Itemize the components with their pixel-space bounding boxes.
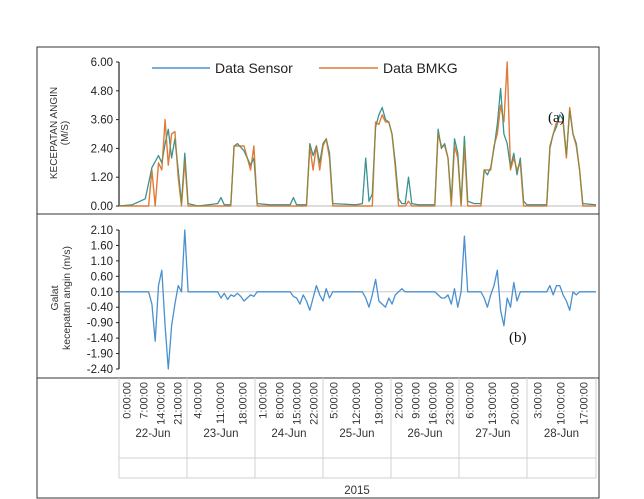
x-tick-label: 15:00:00 bbox=[292, 382, 304, 425]
x-tick-label: 8:00:00 bbox=[275, 382, 287, 419]
x-tick-label: 11:00:00 bbox=[215, 382, 227, 424]
y-tick-label-a: 2.40 bbox=[91, 143, 113, 155]
x-day-label: 24-Jun bbox=[271, 428, 306, 440]
x-tick-label: 16:00:00 bbox=[428, 382, 440, 425]
x-tick-label: 23:00:00 bbox=[445, 382, 457, 425]
x-tick-label: 7:00:00 bbox=[139, 382, 151, 419]
y-axis-title-a-line1: KECEPATAN ANGIN bbox=[49, 87, 60, 179]
x-day-label: 22-Jun bbox=[135, 428, 170, 440]
x-day-label: 27-Jun bbox=[475, 428, 510, 440]
y-tick-label-b: 0.60 bbox=[91, 271, 113, 283]
legend-item: Data Sensor bbox=[152, 60, 293, 76]
legend: Data Sensor Data BMKG bbox=[152, 60, 458, 76]
x-day-label: 25-Jun bbox=[339, 428, 374, 440]
x-tick-label: 13:00:00 bbox=[487, 382, 499, 425]
x-tick-label: 12:00:00 bbox=[351, 382, 363, 425]
y-tick-label-a: 0.00 bbox=[91, 201, 113, 213]
y-tick-label-a: 3.60 bbox=[91, 115, 113, 127]
x-tick-label: 6:00:00 bbox=[464, 382, 476, 419]
x-year-label: 2015 bbox=[344, 485, 370, 497]
y-tick-label-a: 6.00 bbox=[91, 57, 113, 69]
y-tick-label-a: 4.80 bbox=[91, 86, 113, 98]
y-tick-label-b: 0.10 bbox=[91, 287, 113, 299]
x-tick-label: 9:00:00 bbox=[411, 382, 423, 419]
y-axis-title-b-line1: Galat bbox=[49, 285, 61, 310]
plot-area-b bbox=[119, 229, 596, 370]
y-tick-label-b: -1.40 bbox=[87, 333, 113, 345]
x-tick-label: 14:00:00 bbox=[156, 382, 168, 425]
y-tick-label-b: -1.90 bbox=[87, 349, 113, 361]
chart-panel-a: 6.004.803.602.401.200.00 Data Sensor Data… bbox=[49, 57, 597, 213]
y-tick-label-b: 1.60 bbox=[91, 240, 113, 252]
x-tick-label: 1:00:00 bbox=[258, 382, 270, 419]
y-tick-label-a: 1.20 bbox=[91, 172, 113, 184]
series-overlap-line bbox=[118, 88, 597, 207]
x-day-label: 23-Jun bbox=[203, 428, 238, 440]
legend-item: Data BMKG bbox=[319, 60, 458, 76]
y-tick-label-b: 2.10 bbox=[91, 225, 113, 237]
y-tick-label-b: -0.40 bbox=[87, 302, 113, 314]
x-tick-label: 19:00:00 bbox=[374, 382, 386, 425]
legend-label: Data BMKG bbox=[383, 60, 458, 76]
legend-label: Data Sensor bbox=[215, 60, 293, 76]
x-tick-label: 20:00:00 bbox=[510, 382, 522, 425]
x-tick-label: 22:00:00 bbox=[309, 382, 321, 425]
panel-label-a: (a) bbox=[548, 110, 565, 126]
x-day-label: 26-Jun bbox=[407, 428, 442, 440]
plot-area-a bbox=[118, 61, 597, 207]
y-tick-label-b: -2.40 bbox=[87, 364, 113, 376]
x-tick-label: 10:00:00 bbox=[556, 382, 568, 425]
x-tick-label: 2:00:00 bbox=[394, 382, 406, 419]
panel-label-b: (b) bbox=[509, 330, 527, 346]
x-tick-label: 17:00:00 bbox=[579, 382, 591, 425]
figure-frame bbox=[36, 46, 600, 499]
y-axis-title-b-line2: kecepatan angin (m/s) bbox=[61, 246, 73, 350]
x-tick-label: 21:00:00 bbox=[173, 382, 185, 425]
x-tick-label: 3:00:00 bbox=[533, 382, 545, 419]
series-line-error bbox=[119, 229, 596, 370]
y-tick-label-b: 1.10 bbox=[91, 256, 113, 268]
chart-panel-b: 2.10 1.60 1.10 0.60 0.10 -0.40 -0.90 -1.40 -1.90… bbox=[49, 225, 596, 376]
series-line-data-bmkg bbox=[119, 61, 596, 207]
x-tick-label: 0:00:00 bbox=[122, 382, 134, 419]
x-day-label: 28-Jun bbox=[544, 428, 579, 440]
series-line-data-sensor bbox=[118, 87, 597, 207]
y-tick-label-b: -0.90 bbox=[87, 318, 113, 330]
x-tick-label: 4:00:00 bbox=[192, 382, 204, 419]
x-tick-label: 5:00:00 bbox=[328, 382, 340, 419]
y-axis-title-a-line2: (M/S) bbox=[60, 121, 71, 145]
x-tick-label: 18:00:00 bbox=[238, 382, 250, 425]
